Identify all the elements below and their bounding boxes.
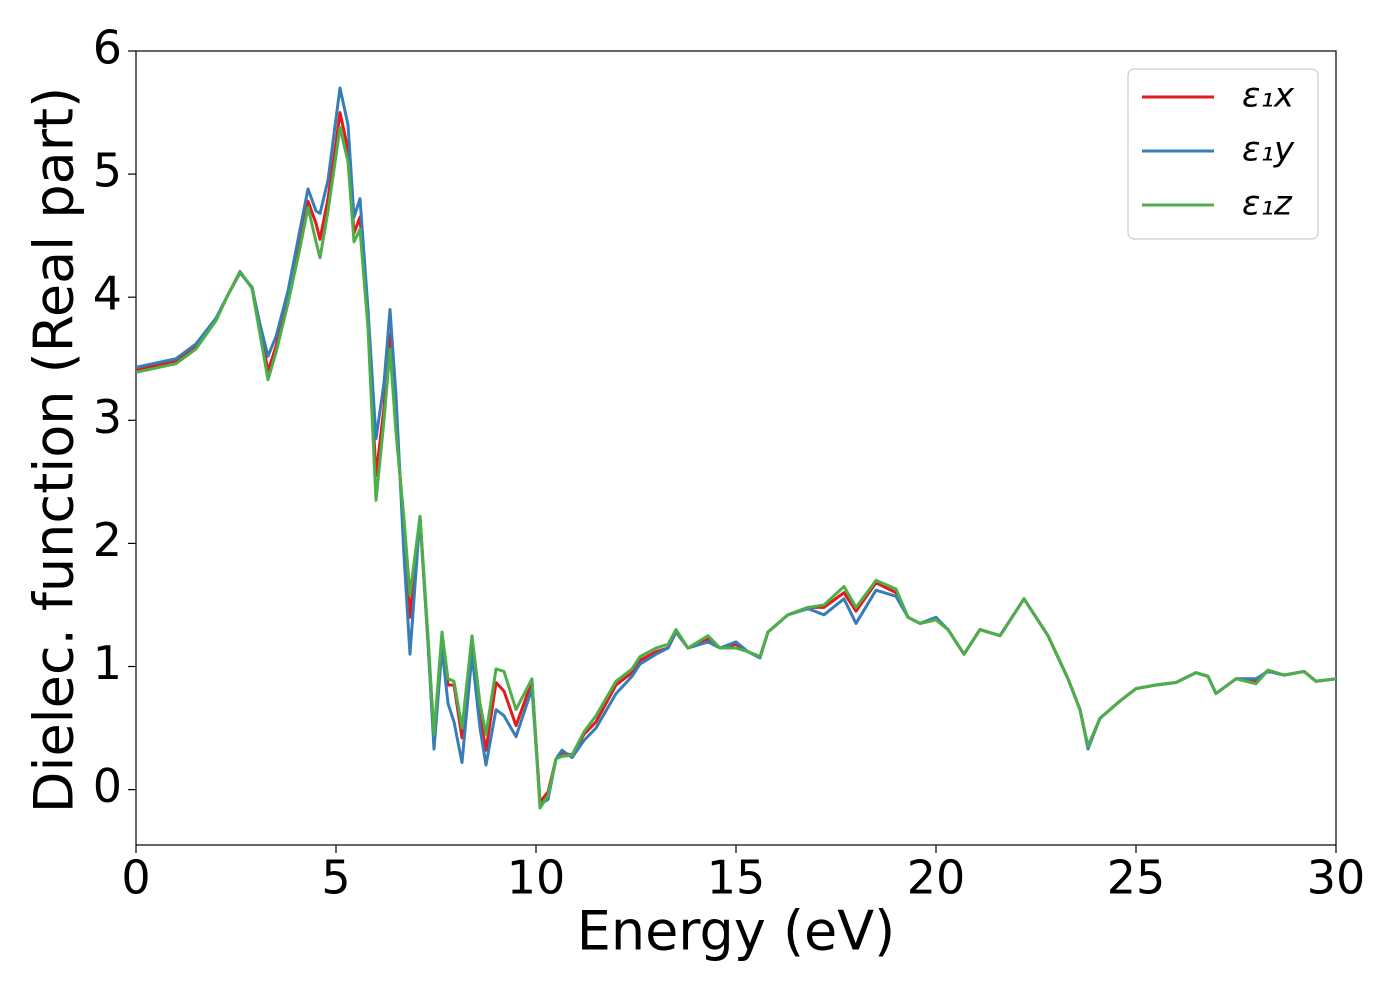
x-tick-label: 15 xyxy=(707,851,766,905)
y-tick-label: 5 xyxy=(93,144,122,198)
y-tick-label: 2 xyxy=(93,513,122,567)
x-tick-label: 20 xyxy=(907,851,966,905)
y-tick-label: 1 xyxy=(93,636,122,690)
y-axis-label: Dielec. function (Real part) xyxy=(23,87,86,813)
legend-label: ε₁z xyxy=(1242,184,1293,224)
x-tick-label: 30 xyxy=(1307,851,1366,905)
legend-label: ε₁y xyxy=(1242,130,1295,170)
x-tick-label: 0 xyxy=(121,851,150,905)
series-line xyxy=(135,125,1337,810)
y-tick-label: 0 xyxy=(93,759,122,813)
legend-box xyxy=(1127,68,1319,240)
x-tick-label: 25 xyxy=(1107,851,1166,905)
x-axis-label: Energy (eV) xyxy=(577,900,896,963)
x-tick-label: 10 xyxy=(507,851,566,905)
y-tick-label: 6 xyxy=(93,21,122,75)
y-tick-label: 4 xyxy=(93,267,122,321)
x-tick-label: 5 xyxy=(321,851,350,905)
y-tick-label: 3 xyxy=(93,390,122,444)
legend-label: ε₁x xyxy=(1242,76,1295,116)
